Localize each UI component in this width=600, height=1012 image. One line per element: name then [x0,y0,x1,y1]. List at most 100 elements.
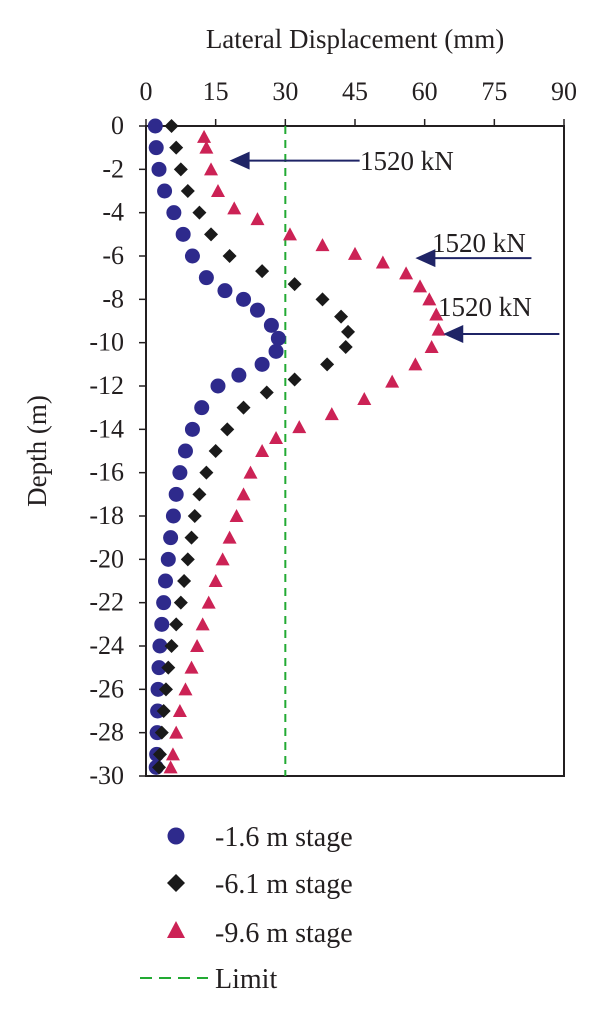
x-axis-title: Lateral Displacement (mm) [206,24,504,54]
data-point [161,660,176,675]
x-ticks: 0 15 30 45 60 75 90 [140,77,577,126]
data-point [424,340,439,353]
data-point [197,129,212,143]
data-point [152,760,167,775]
x-tick-label: 0 [140,77,153,106]
data-point [222,249,237,263]
data-point [243,465,258,479]
data-point [199,465,214,480]
data-point [156,595,172,611]
data-point [198,270,214,286]
y-tick-label: 0 [111,111,124,140]
data-point [180,184,195,198]
data-point [151,161,167,177]
y-ticks: 0 -2 -4 -6 -8 -10 -12 -14 -16 -18 -20 -22 -24 -26 -28 -… [89,111,146,790]
legend: -1.6 m stage -6.1 m stage -9.6 m stage L… [140,822,353,995]
y-tick-label: -20 [89,544,124,573]
data-point [190,639,205,652]
y-tick-label: -30 [89,761,124,790]
data-point [269,431,284,444]
data-point [231,367,247,383]
x-tick-label: 30 [272,77,298,106]
x-tick-label: 75 [481,77,507,106]
annotation-layer: 1520 kN 1520 kN 1520 kN [229,146,560,343]
data-point [184,248,200,264]
load-label: 1520 kN [432,228,526,258]
load-label: 1520 kN [360,146,454,176]
data-point [429,307,444,321]
data-point [169,140,184,155]
x-tick-label: 90 [551,77,577,106]
data-point [194,400,210,416]
data-point [208,444,223,458]
data-point [166,205,182,221]
data-point [204,162,219,176]
data-point [157,183,173,199]
series-2-points [152,119,356,775]
data-point [315,292,330,307]
y-tick-label: -18 [89,501,124,530]
data-point [399,266,414,280]
data-point [148,140,164,156]
data-point [156,704,171,718]
data-point [173,595,188,610]
load-label: 1520 kN [438,292,532,322]
data-point [210,378,226,394]
data-point [255,444,270,457]
data-point [249,302,265,318]
data-point [177,574,192,588]
data-point [187,509,202,523]
data-point [180,552,195,567]
data-point [255,264,270,279]
y-tick-label: -6 [102,241,124,270]
data-point [431,322,446,336]
y-tick-label: -24 [89,631,124,660]
data-point [210,184,225,197]
data-point [154,725,169,740]
y-tick-label: -8 [102,284,124,313]
legend-label-limit: Limit [215,964,277,995]
data-point [199,140,214,154]
data-point [422,292,437,306]
data-point [408,357,423,371]
y-tick-label: -4 [102,198,124,227]
data-point [151,660,167,676]
data-point [217,283,233,299]
data-point [263,317,279,333]
data-point [375,255,390,269]
y-tick-label: -16 [89,458,124,487]
data-point [236,400,251,415]
data-point [270,330,286,346]
data-point [184,660,199,674]
legend-item-series-1: -1.6 m stage [167,822,353,853]
data-point [348,246,362,260]
data-point [357,392,372,405]
y-tick-label: -12 [89,371,124,400]
legend-label-series-2: -6.1 m stage [215,869,353,900]
data-point [236,487,251,501]
legend-label-series-3: -9.6 m stage [215,918,353,949]
data-point [229,509,244,522]
data-point [413,279,428,293]
data-point [158,682,173,697]
data-point [320,357,335,372]
data-point [334,309,349,324]
data-point [315,238,330,252]
data-point [165,508,181,524]
data-point [201,595,216,609]
data-point [152,638,168,654]
data-point [169,725,184,739]
data-point [163,530,179,546]
arrow-head-icon [415,249,436,268]
data-point [154,616,170,632]
x-tick-label: 15 [203,77,229,106]
data-point [254,356,270,372]
y-tick-label: -14 [89,414,124,443]
y-tick-label: -28 [89,718,124,747]
legend-item-series-2: -6.1 m stage [167,869,353,900]
data-point [164,639,179,653]
series-3-points [163,129,446,774]
data-point [172,704,187,717]
data-point [282,227,297,241]
data-point [165,747,180,761]
